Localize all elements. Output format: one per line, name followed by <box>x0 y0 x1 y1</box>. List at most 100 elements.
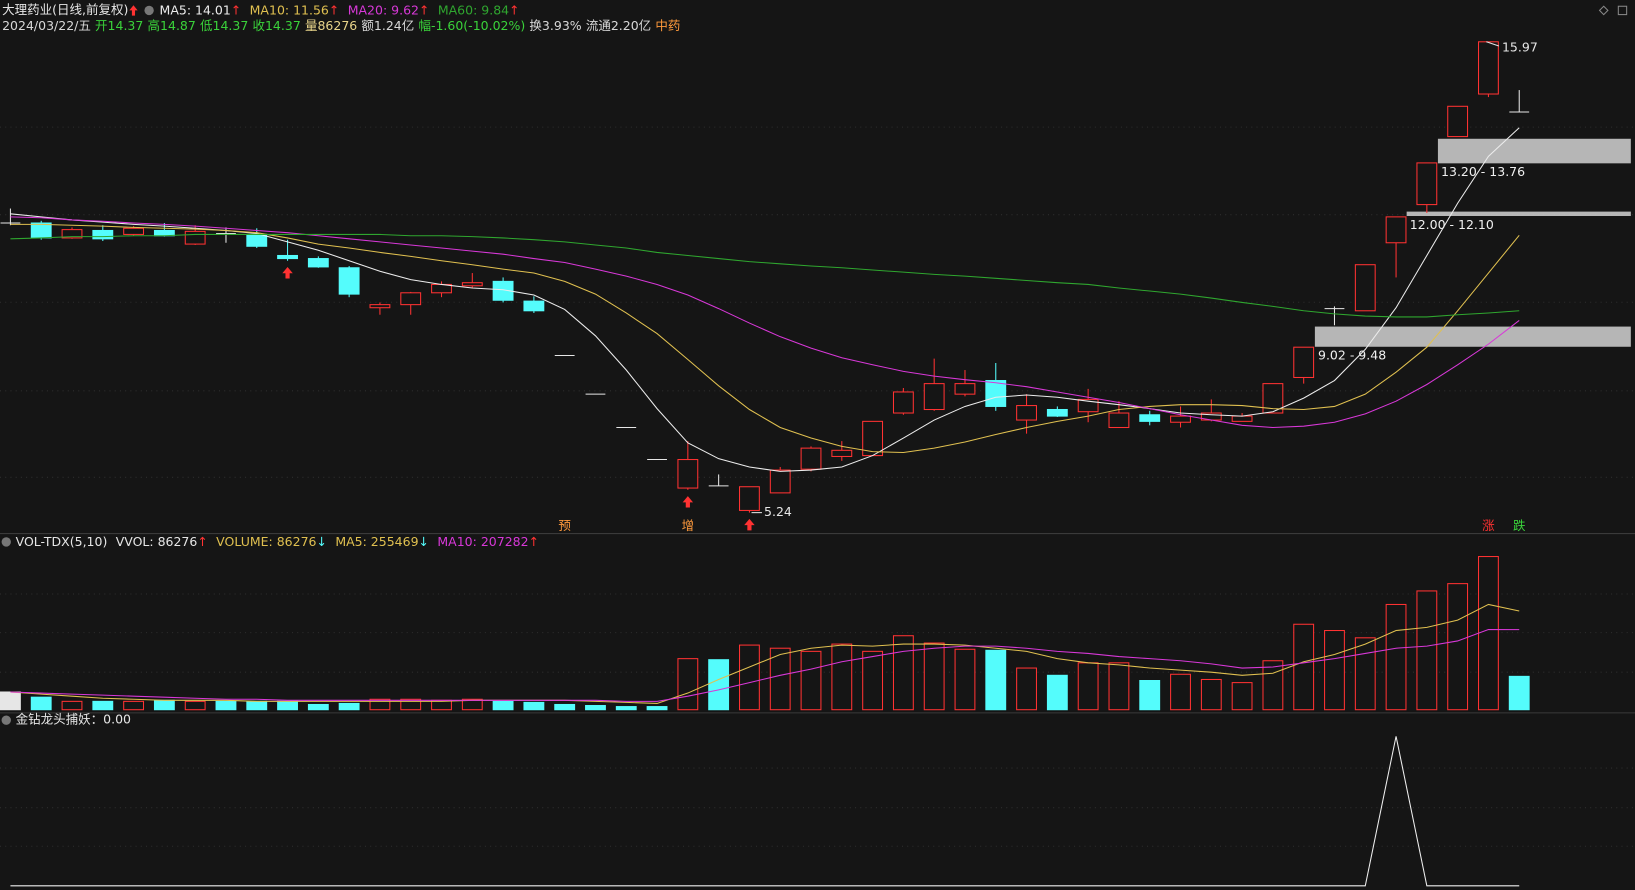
volume-bar <box>862 650 884 711</box>
candle-body <box>1385 216 1407 244</box>
candle-body <box>1231 415 1253 422</box>
volume-bar <box>492 700 514 711</box>
candle-body <box>1416 162 1438 206</box>
volume-bar <box>985 649 1007 711</box>
window-icon[interactable] <box>1617 5 1628 16</box>
legend-label: VVOL: 86276 <box>116 533 198 548</box>
candle-body <box>1046 408 1068 417</box>
volume-bar <box>739 644 760 711</box>
legend-arrow: ↓ <box>419 533 429 548</box>
legend-label: MA5: 255469 <box>335 533 418 548</box>
event-marker: 跌 <box>1513 518 1526 533</box>
volume-bar <box>246 700 268 711</box>
window-icon[interactable] <box>1598 5 1609 16</box>
ma-legend: MA5: 14.01↑ MA10: 11.56↑ MA20: 9.62↑ MA60: … <box>160 2 520 17</box>
candle-body <box>1293 346 1315 379</box>
quote-field: 2024/03/22/五 <box>2 18 91 33</box>
volume-bar <box>30 696 52 711</box>
low-annotation: 5.24 <box>764 504 792 519</box>
high-annotation: 15.97 <box>1502 40 1538 55</box>
volume-bar <box>184 700 206 711</box>
quote-info: 2024/03/22/五 开14.37 高14.87 低14.37 收14.37 量862… <box>2 18 680 33</box>
candle-body <box>92 229 114 240</box>
stock-title: 大理药业(日线,前复权) <box>2 2 128 17</box>
candle-body <box>523 300 545 312</box>
candle-body <box>892 391 914 414</box>
legend-label: MA60: 9.84 <box>438 2 509 17</box>
collapse-icon[interactable] <box>1 715 11 725</box>
candle-body <box>831 449 853 457</box>
volume-bar <box>461 698 483 711</box>
volume-bar <box>1170 673 1191 711</box>
legend-arrow: ↓ <box>317 533 327 548</box>
volume-bar <box>92 700 114 711</box>
legend-arrow: ↑ <box>231 2 241 17</box>
volume-ma-line <box>10 628 1520 702</box>
annotation-leader <box>1486 41 1500 47</box>
candle-body <box>123 227 145 235</box>
zone-label: 13.20 - 13.76 <box>1441 164 1525 179</box>
buy-signal <box>744 518 755 531</box>
volume-bar <box>892 635 914 711</box>
volume-bar <box>1200 678 1222 711</box>
volume-bar <box>215 700 237 711</box>
volume-bar <box>153 699 175 711</box>
quote-field: 幅-1.60(-10.02%) <box>418 18 525 33</box>
volume-legend: VOL-TDX(5,10) VVOL: 86276↑ VOLUME: 86276↓ M… <box>16 533 539 548</box>
volume-bar <box>369 698 391 711</box>
volume-bar <box>123 700 145 711</box>
candle-body <box>769 469 791 494</box>
volume-bar <box>800 650 822 711</box>
legend-arrow: ↑ <box>529 533 539 548</box>
volume-bar <box>1108 662 1130 711</box>
quote-field: 高14.87 <box>148 18 196 33</box>
candle-body <box>307 258 329 268</box>
legend-arrow: ↑ <box>419 2 429 17</box>
candle-body <box>1478 41 1499 95</box>
zone-label: 12.00 - 12.10 <box>1410 217 1494 232</box>
volume-bar <box>277 700 298 711</box>
volume-bar <box>0 691 21 711</box>
candle-body <box>61 229 83 239</box>
quote-field: 收14.37 <box>252 18 300 33</box>
candle-body <box>985 380 1007 407</box>
quote-field: 换3.93% <box>529 18 581 33</box>
volume-bar <box>1077 662 1099 711</box>
ma-line <box>10 216 1520 429</box>
volume-bar <box>1478 556 1499 711</box>
quote-field: 量86276 <box>305 18 357 33</box>
candle-body <box>923 383 945 411</box>
legend-label: MA10: 207282 <box>437 533 528 548</box>
collapse-icon[interactable] <box>144 5 154 16</box>
volume-bar <box>923 642 945 711</box>
volume-bar <box>338 702 360 711</box>
candle-body <box>677 459 699 489</box>
candle-body <box>739 486 760 511</box>
ma-line <box>10 223 1520 454</box>
volume-bar <box>1231 682 1253 711</box>
event-marker: 预 <box>558 518 571 533</box>
collapse-icon[interactable] <box>1 537 11 547</box>
candle-body <box>1016 405 1037 421</box>
legend-label: MA20: 9.62 <box>348 2 419 17</box>
candle-body <box>1139 414 1161 422</box>
candle-body <box>1447 105 1469 138</box>
volume-bar <box>1016 667 1037 711</box>
price-zone <box>1406 211 1631 217</box>
candle-body <box>1108 412 1130 429</box>
volume-bar <box>615 706 637 711</box>
volume-bar <box>1293 623 1315 711</box>
volume-bar <box>1385 603 1407 711</box>
candle-body <box>338 267 360 295</box>
volume-bar <box>831 643 853 711</box>
zone-label: 9.02 - 9.48 <box>1318 348 1386 363</box>
volume-bar <box>1447 583 1469 711</box>
legend-label: VOLUME: 86276 <box>216 533 316 548</box>
candle-body <box>369 304 391 309</box>
candle-body <box>246 233 268 247</box>
event-marker: 涨 <box>1482 518 1495 533</box>
legend-label: MA10: 11.56 <box>250 2 329 17</box>
volume-bar <box>61 700 83 711</box>
